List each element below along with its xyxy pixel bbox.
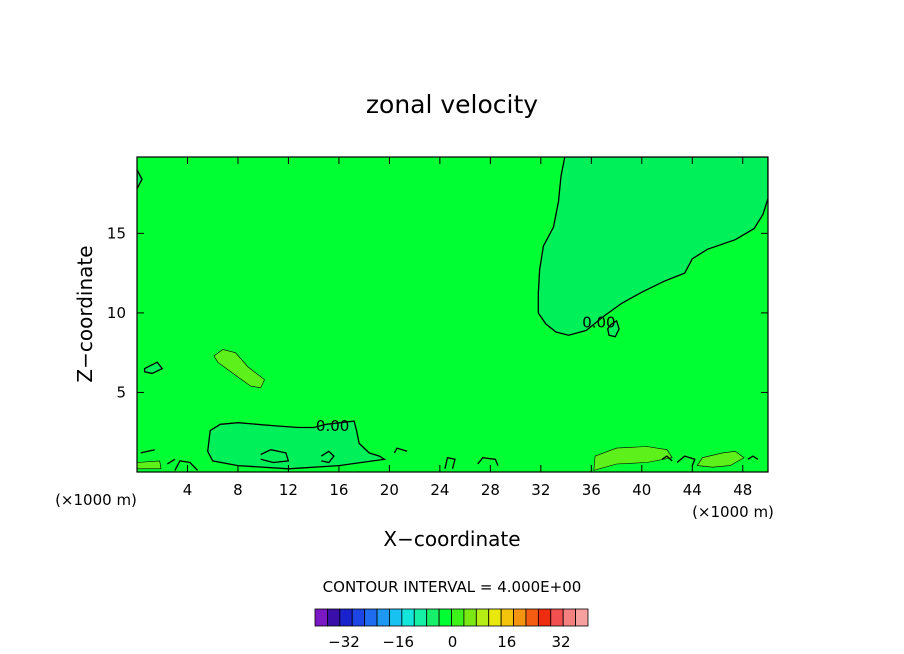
colorbar-ticks: −32 −16 0 16 32 bbox=[328, 633, 570, 651]
x-tick-label: 36 bbox=[582, 481, 601, 499]
positive-region-3 bbox=[137, 460, 162, 470]
colorbar-tick-label: −16 bbox=[382, 633, 414, 651]
zero-contour-2 bbox=[260, 449, 290, 464]
x-tick-label: 8 bbox=[233, 481, 243, 499]
colorbar-swatch-18 bbox=[537, 608, 552, 627]
colorbar-swatch-17 bbox=[525, 608, 539, 627]
zero-contour-7 bbox=[661, 455, 673, 462]
zero-contour-9 bbox=[747, 455, 759, 460]
colorbar-swatch-14 bbox=[488, 608, 502, 627]
zero-contour-10 bbox=[166, 458, 176, 465]
colorbar-swatch-10 bbox=[438, 608, 452, 627]
negative-region-4 bbox=[143, 361, 164, 375]
x-axis-ticks: 4 8 12 16 20 24 28 32 36 40 44 48 bbox=[183, 157, 752, 499]
zero-contour-8 bbox=[676, 455, 696, 466]
zero-contours bbox=[140, 447, 759, 471]
colorbar-tick-label: 16 bbox=[497, 633, 516, 651]
plot-frame bbox=[136, 156, 769, 473]
contour-label-1: 0.00 bbox=[582, 313, 615, 331]
colorbar-swatch-20 bbox=[562, 608, 576, 627]
zero-contour-0 bbox=[140, 449, 155, 454]
y-axis-ticks: 5 10 15 bbox=[107, 224, 768, 401]
x-tick-label: 20 bbox=[380, 481, 399, 499]
positive-region-2 bbox=[696, 450, 745, 468]
zero-contour-1 bbox=[174, 460, 199, 471]
negative-region-2 bbox=[607, 319, 620, 338]
colorbar-swatch-9 bbox=[426, 608, 440, 627]
colorbar-swatch-21 bbox=[575, 608, 589, 627]
colorbar-swatch-13 bbox=[475, 608, 490, 627]
x-tick-label: 28 bbox=[481, 481, 500, 499]
x-tick-label: 4 bbox=[183, 481, 193, 499]
x-tick-label: 16 bbox=[329, 481, 348, 499]
colorbar-tick-label: 0 bbox=[448, 633, 458, 651]
colorbar bbox=[314, 608, 589, 627]
x-unit-label-left: (×1000 m) bbox=[55, 491, 137, 509]
zero-contour-4 bbox=[393, 447, 408, 454]
colorbar-swatch-0 bbox=[314, 608, 328, 627]
colorbar-swatch-1 bbox=[327, 608, 341, 627]
colorbar-swatch-4 bbox=[364, 608, 378, 627]
colorbar-swatch-5 bbox=[376, 608, 390, 627]
colorbar-swatch-2 bbox=[339, 608, 353, 627]
colorbar-swatch-7 bbox=[401, 608, 415, 627]
colorbar-swatch-11 bbox=[451, 608, 465, 627]
positive-region-1 bbox=[593, 446, 673, 471]
contour-label-0: 0.00 bbox=[316, 417, 349, 435]
x-tick-label: 48 bbox=[733, 481, 752, 499]
y-tick-label: 5 bbox=[116, 383, 126, 401]
zero-contour-6 bbox=[477, 457, 499, 466]
negative-region-0 bbox=[537, 157, 768, 336]
zero-contour-5 bbox=[444, 456, 456, 469]
x-tick-label: 12 bbox=[279, 481, 298, 499]
colorbar-swatch-6 bbox=[389, 608, 403, 627]
contour-labels: 0.00 0.00 bbox=[316, 313, 616, 434]
colorbar-swatch-8 bbox=[413, 608, 428, 627]
colorbar-swatch-19 bbox=[550, 608, 564, 627]
velocity-field bbox=[137, 157, 768, 471]
chart-title: zonal velocity bbox=[366, 90, 538, 119]
x-axis-label: X−coordinate bbox=[383, 527, 520, 551]
colorbar-tick-label: −32 bbox=[328, 633, 360, 651]
positive-region-0 bbox=[213, 349, 265, 389]
y-tick-label: 10 bbox=[107, 304, 126, 322]
negative-region-3 bbox=[137, 169, 143, 190]
x-tick-label: 44 bbox=[683, 481, 702, 499]
colorbar-swatch-16 bbox=[513, 608, 527, 627]
y-tick-label: 15 bbox=[107, 224, 126, 242]
x-tick-label: 40 bbox=[632, 481, 651, 499]
zero-contour-3 bbox=[320, 450, 335, 464]
x-tick-label: 24 bbox=[430, 481, 449, 499]
colorbar-swatch-15 bbox=[500, 608, 514, 627]
colorbar-swatch-3 bbox=[351, 608, 366, 627]
x-unit-label-right: (×1000 m) bbox=[692, 503, 774, 521]
y-axis-label: Z−coordinate bbox=[73, 245, 97, 382]
colorbar-tick-label: 32 bbox=[551, 633, 570, 651]
contour-interval-text: CONTOUR INTERVAL = 4.000E+00 bbox=[323, 578, 582, 596]
x-tick-label: 32 bbox=[531, 481, 550, 499]
negative-region-1 bbox=[207, 420, 387, 470]
colorbar-swatch-12 bbox=[463, 608, 477, 627]
